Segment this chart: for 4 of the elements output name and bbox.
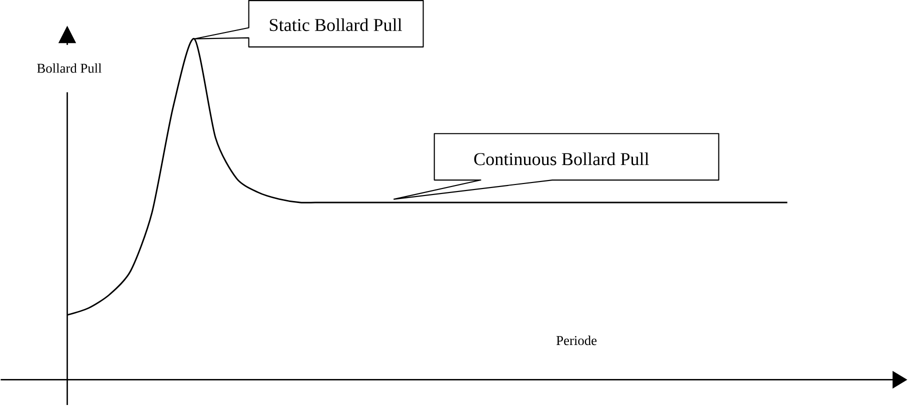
x-axis-title: Periode [556,336,597,346]
text: Static Bollard Pull [270,18,402,32]
y-axis-title: Bollard Pull [37,64,102,73]
annotation: Continuous Bollard Pull [474,152,649,166]
